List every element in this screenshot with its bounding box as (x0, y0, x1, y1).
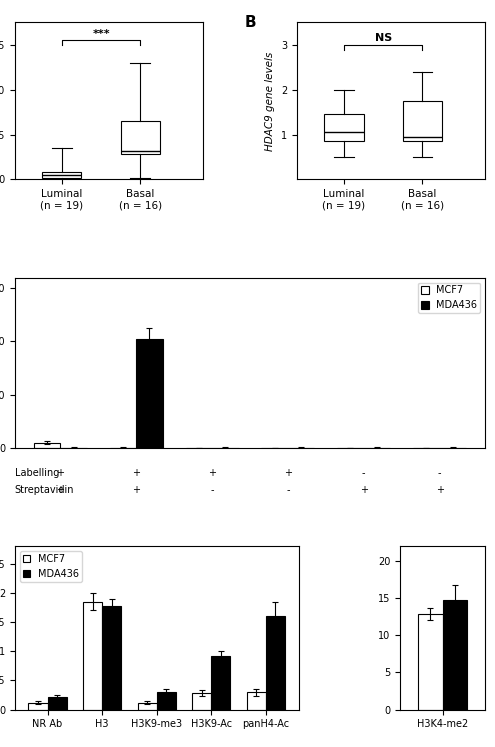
Text: +: + (56, 486, 64, 495)
Text: NS: NS (375, 34, 392, 43)
PathPatch shape (42, 173, 82, 178)
PathPatch shape (403, 101, 442, 141)
Bar (247, 692, 266, 710)
Bar (29, 703, 48, 710)
Bar (192, 693, 211, 710)
Bar (211, 656, 230, 710)
Text: ***: *** (92, 29, 110, 39)
Text: +: + (360, 486, 368, 495)
Bar (136, 339, 163, 448)
Y-axis label: HDAC9 gene levels: HDAC9 gene levels (265, 52, 276, 151)
PathPatch shape (324, 114, 364, 141)
Text: Streptavidin: Streptavidin (15, 486, 74, 495)
Bar (102, 606, 121, 710)
Bar (266, 616, 285, 710)
Text: -: - (210, 486, 214, 495)
Text: -: - (438, 468, 442, 478)
Bar (443, 600, 467, 710)
Bar (48, 697, 67, 710)
Text: +: + (436, 486, 444, 495)
Bar (157, 692, 176, 710)
Text: +: + (208, 468, 216, 478)
Text: Labelling: Labelling (15, 468, 59, 478)
Text: +: + (132, 468, 140, 478)
Legend: MCF7, MDA436: MCF7, MDA436 (20, 551, 82, 582)
PathPatch shape (121, 121, 160, 155)
Text: B: B (245, 14, 256, 30)
Text: +: + (132, 486, 140, 495)
Bar (34, 442, 60, 448)
Bar (418, 615, 443, 710)
Bar (83, 601, 102, 710)
Text: +: + (284, 468, 292, 478)
Legend: MCF7, MDA436: MCF7, MDA436 (418, 282, 480, 313)
Text: -: - (286, 486, 290, 495)
Text: +: + (56, 468, 64, 478)
Text: -: - (362, 468, 365, 478)
Bar (138, 703, 157, 710)
